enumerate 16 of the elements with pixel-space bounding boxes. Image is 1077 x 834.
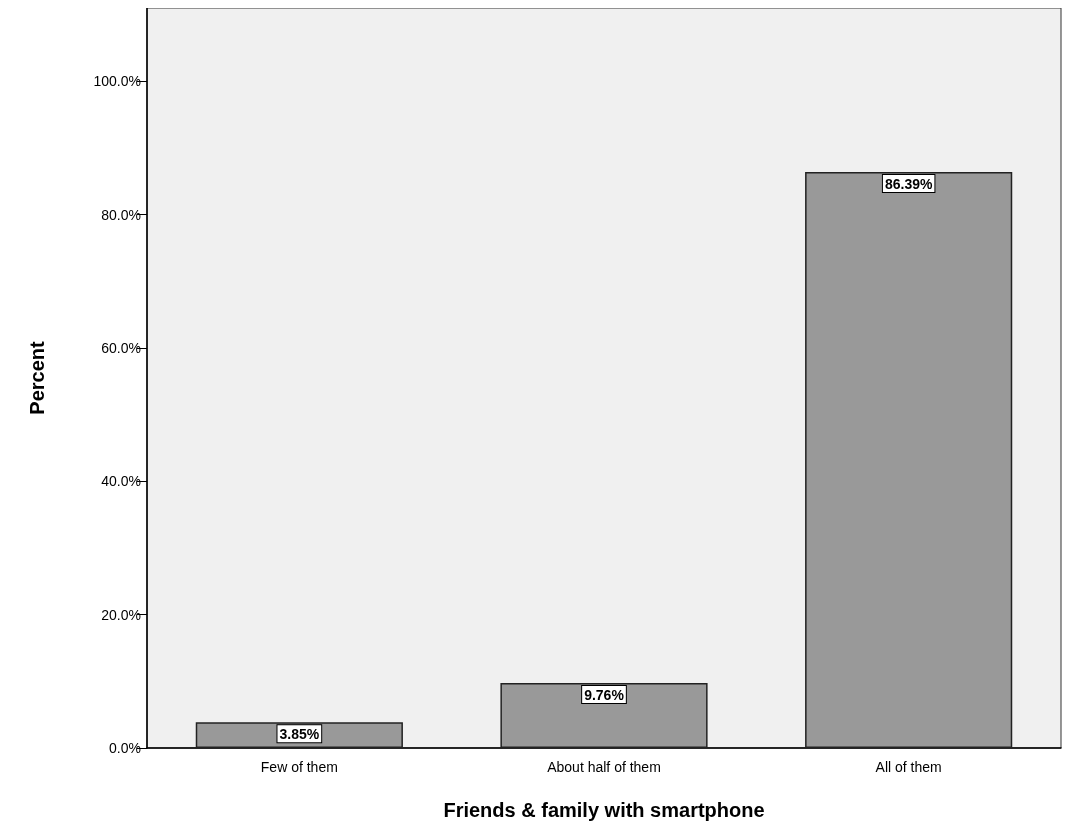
data-label: 9.76%: [584, 686, 625, 703]
x-tick-label: All of them: [875, 759, 942, 775]
data-label: 3.85%: [279, 726, 320, 743]
y-tick-label: 80.0%: [101, 206, 141, 223]
y-axis-title: Percent: [26, 340, 48, 415]
x-axis-title: Friends & family with smartphone: [443, 799, 765, 821]
bar: [500, 682, 708, 748]
y-tick-label: 60.0%: [101, 340, 141, 356]
bar: [805, 172, 1013, 748]
x-tick-label: Few of them: [260, 759, 338, 775]
y-tick-label: 20.0%: [101, 606, 141, 623]
data-label: 86.39%: [884, 176, 933, 193]
y-tick-label: 100.0%: [93, 73, 141, 90]
y-tick-label: 0.0%: [109, 740, 141, 756]
y-tick-label: 40.0%: [101, 473, 141, 490]
x-tick-label: About half of them: [547, 759, 661, 775]
